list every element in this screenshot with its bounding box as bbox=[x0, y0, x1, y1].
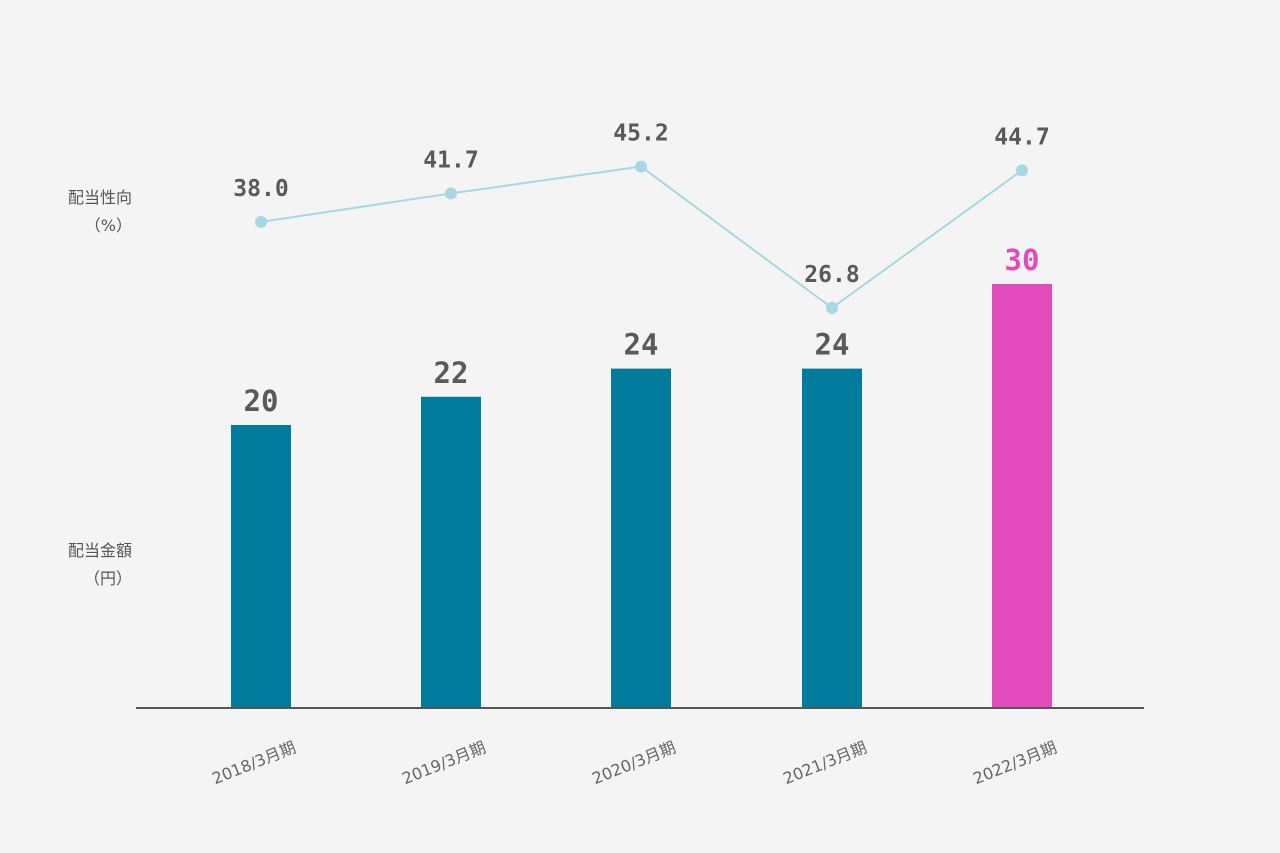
bar-axis-label: 配当金額 bbox=[67, 541, 132, 560]
category-label: 2020/3月期 bbox=[589, 738, 678, 789]
line-point bbox=[445, 187, 457, 200]
bar bbox=[231, 425, 291, 707]
bar-value-label: 24 bbox=[624, 328, 659, 362]
line-point bbox=[1016, 164, 1028, 177]
category-label: 2018/3月期 bbox=[209, 738, 298, 789]
bar-value-label: 22 bbox=[434, 356, 469, 390]
line-value-label: 38.0 bbox=[233, 176, 288, 202]
line-axis-label: 配当性向 bbox=[67, 188, 132, 207]
bar bbox=[421, 396, 481, 707]
bar-axis-title: 配当金額 （円） bbox=[22, 537, 132, 593]
category-label: 2022/3月期 bbox=[970, 738, 1059, 789]
line-axis-title: 配当性向 （%） bbox=[22, 184, 132, 240]
line-point bbox=[635, 160, 647, 173]
bar-value-label: 30 bbox=[1005, 243, 1040, 277]
line-axis-unit: （%） bbox=[84, 216, 132, 235]
bar bbox=[992, 284, 1052, 707]
line-value-label: 26.8 bbox=[804, 262, 859, 288]
bar-value-label: 24 bbox=[815, 328, 850, 362]
category-label: 2021/3月期 bbox=[780, 738, 869, 789]
payout-ratio-line bbox=[260, 165, 1023, 310]
line-value-label: 41.7 bbox=[423, 147, 478, 173]
category-label: 2019/3月期 bbox=[399, 738, 488, 789]
bar bbox=[611, 368, 671, 707]
bar bbox=[802, 368, 862, 707]
line-point bbox=[826, 301, 838, 314]
bar-axis-unit: （円） bbox=[83, 569, 132, 588]
line-point bbox=[255, 215, 267, 228]
line-value-label: 45.2 bbox=[613, 121, 668, 147]
bar-value-label: 20 bbox=[244, 384, 279, 418]
line-value-label: 44.7 bbox=[994, 124, 1049, 150]
